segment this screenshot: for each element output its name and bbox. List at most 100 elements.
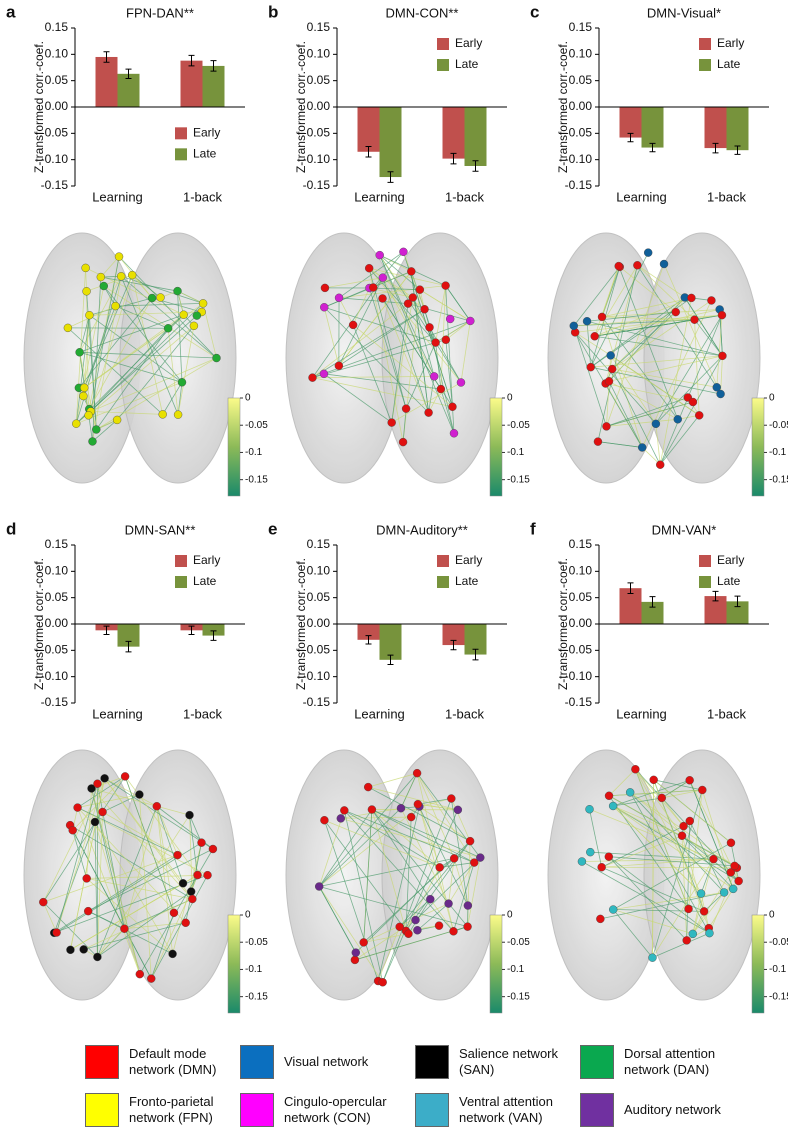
colorbar-tick-label: 0 (769, 910, 775, 921)
connection (403, 251, 425, 310)
connection (363, 903, 449, 943)
node (690, 315, 699, 324)
connection (581, 858, 714, 862)
connection (177, 291, 183, 383)
connection (371, 809, 407, 932)
node (135, 790, 144, 799)
brain-render (23, 749, 237, 1001)
connection (162, 382, 183, 415)
error-bar (712, 590, 719, 602)
node (466, 316, 475, 326)
bar (357, 107, 380, 152)
connection (344, 810, 475, 863)
connection (97, 891, 192, 958)
connection (83, 898, 193, 950)
y-tick-label: 0.05 (569, 73, 593, 87)
node (320, 283, 330, 293)
connection (131, 274, 164, 415)
connection (97, 811, 103, 957)
connection (661, 789, 703, 799)
node (173, 850, 182, 860)
node (609, 905, 618, 914)
node (476, 853, 485, 862)
node (395, 922, 404, 932)
bar (202, 624, 225, 636)
node (719, 888, 729, 897)
network-legend-item: Default mode network (DMN) (85, 1045, 247, 1079)
connection (338, 308, 425, 367)
x-tick-label: Learning (354, 189, 405, 204)
colorbar (227, 914, 241, 1014)
node (607, 364, 617, 374)
network-label: Ventral attention network (VAN) (459, 1094, 553, 1125)
node (685, 816, 694, 826)
brain-render (23, 232, 237, 484)
connection (124, 922, 186, 930)
connection (574, 332, 643, 448)
connection (692, 893, 702, 934)
connection (391, 303, 409, 423)
connection (653, 779, 710, 929)
connection (372, 251, 404, 288)
node (398, 437, 408, 447)
legend-label: Early (455, 553, 482, 567)
connection (405, 840, 471, 932)
colorbar-tick-label: -0.15 (769, 474, 788, 485)
connection (312, 277, 384, 378)
connection (613, 892, 725, 910)
node (79, 945, 88, 954)
y-tick-label: -0.05 (303, 643, 331, 657)
connection (369, 287, 420, 291)
node (208, 844, 218, 854)
colorbar-tick-label: -0.05 (245, 420, 268, 431)
connection (177, 290, 204, 304)
connection (319, 886, 468, 928)
y-tick-label: 0.05 (307, 73, 331, 87)
node (434, 921, 444, 930)
connection (653, 779, 732, 844)
node (430, 372, 439, 381)
connection (612, 805, 702, 894)
node (63, 323, 73, 333)
node (378, 978, 387, 987)
node (147, 974, 156, 983)
connection (689, 780, 740, 882)
node (449, 429, 459, 438)
chart-title: DMN-CON** (386, 5, 459, 20)
node (602, 422, 611, 431)
connection (453, 862, 475, 932)
connection (652, 789, 703, 958)
connection (97, 806, 158, 958)
connection (652, 858, 714, 958)
network-label: Salience network (SAN) (459, 1046, 558, 1077)
connection (613, 797, 662, 807)
bar (619, 588, 642, 624)
connection (605, 311, 677, 384)
node (586, 847, 595, 857)
colorbar-tick-label: -0.05 (507, 937, 530, 948)
x-tick-label: Learning (616, 706, 667, 721)
panel-label: e (268, 519, 277, 538)
connection (417, 798, 452, 805)
connection (318, 810, 345, 887)
connection (352, 287, 370, 326)
connection (453, 858, 469, 906)
y-axis-label: Z-transformed corr.-coef. (294, 558, 308, 690)
connection (635, 769, 689, 910)
y-tick-label: 0.10 (45, 47, 69, 61)
node (659, 259, 669, 269)
connection (589, 808, 714, 860)
connection (581, 861, 710, 934)
node (84, 411, 93, 420)
connection (104, 777, 214, 850)
y-tick-label: 0.05 (569, 590, 593, 604)
connection (95, 328, 169, 430)
connection (606, 263, 665, 427)
legend-label: Early (455, 36, 482, 50)
connection (90, 274, 133, 412)
colorbar-tick-label: -0.15 (769, 991, 788, 1002)
brain-hemisphere (119, 749, 237, 1001)
y-tick-label: -0.05 (565, 643, 593, 657)
node (334, 293, 344, 302)
colorbar-tick-label: -0.15 (245, 991, 268, 1002)
